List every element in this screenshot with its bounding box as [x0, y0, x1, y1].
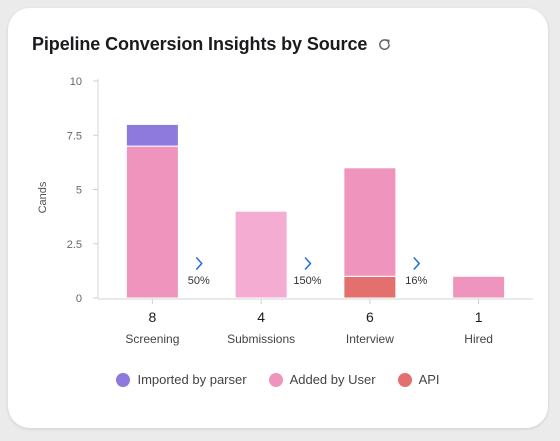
x-tick-label: Hired	[464, 332, 493, 346]
bar-total-label: 6	[366, 309, 374, 325]
legend-swatch	[397, 372, 412, 387]
chevron-right-icon	[195, 257, 203, 270]
legend-item[interactable]: Imported by parser	[116, 372, 247, 387]
x-tick-label: Screening	[125, 332, 179, 346]
bar-segment[interactable]	[125, 123, 179, 147]
legend-label: Added by User	[289, 372, 376, 387]
refresh-icon[interactable]	[376, 37, 392, 53]
bar-total-label: 8	[148, 309, 156, 325]
legend-label: Imported by parser	[137, 372, 247, 387]
legend-swatch	[268, 372, 283, 387]
bar-total-label: 1	[475, 309, 483, 325]
conversion-rate-label: 50%	[188, 275, 210, 287]
bar-segment[interactable]	[234, 210, 288, 299]
y-tick-label: 7.5	[67, 130, 82, 142]
chart-card: Pipeline Conversion Insights by Source 0…	[8, 8, 548, 428]
stacked-bar-chart: 0 2.5 5 7.5 10 Cands 8 Screening 4 Submissions 6 In…	[37, 76, 533, 346]
x-tick-label: Interview	[346, 332, 394, 346]
y-tick-label: 0	[76, 293, 82, 305]
bar-segment[interactable]	[343, 275, 397, 299]
legend-swatch	[116, 372, 131, 387]
x-tick-label: Submissions	[227, 332, 295, 346]
conversion-rate-label: 16%	[405, 275, 427, 287]
conversion-rate-label: 150%	[293, 275, 321, 287]
y-axis-label: Cands	[37, 181, 49, 213]
y-tick-label: 10	[70, 76, 82, 88]
chart-title: Pipeline Conversion Insights by Source	[32, 34, 368, 54]
legend-item[interactable]: API	[397, 372, 440, 387]
bar-segment[interactable]	[343, 167, 397, 277]
legend-item[interactable]: Added by User	[268, 372, 376, 387]
y-tick-label: 5	[76, 185, 82, 197]
legend-label: API	[418, 372, 440, 387]
bar-segment[interactable]	[125, 145, 179, 299]
chevron-right-icon	[413, 257, 421, 270]
bar-total-label: 4	[257, 309, 265, 325]
chevron-right-icon	[304, 257, 312, 270]
bar-segment[interactable]	[452, 275, 506, 299]
refresh-icon-glyph	[378, 39, 390, 50]
chart-legend: Imported by parser Added by User API	[8, 372, 548, 387]
card-header: Pipeline Conversion Insights by Source	[32, 34, 392, 55]
y-tick-label: 2.5	[67, 239, 82, 251]
